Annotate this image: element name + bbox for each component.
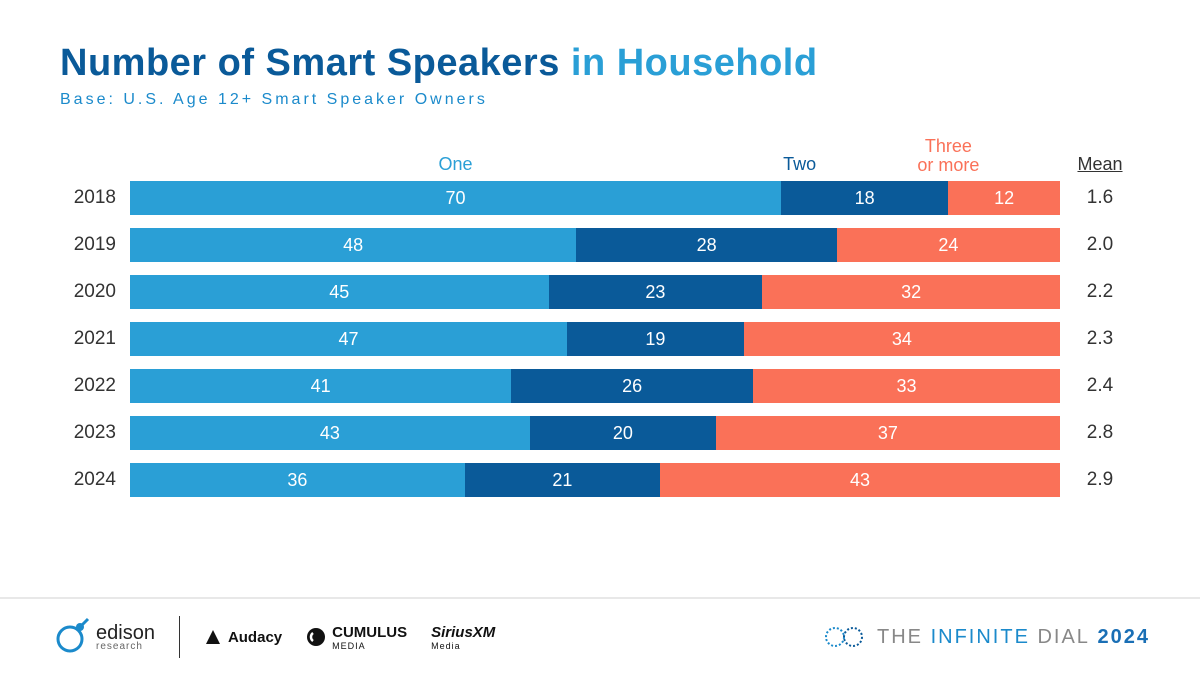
bar-segment-three: 24 xyxy=(837,228,1060,262)
footer-divider xyxy=(179,616,180,658)
bar-segment-two: 21 xyxy=(465,463,660,497)
bar-segment-three: 33 xyxy=(753,369,1060,403)
chart-subtitle: Base: U.S. Age 12+ Smart Speaker Owners xyxy=(60,91,1140,109)
stacked-bar-chart: One Two Three or more Mean 20187018121.6… xyxy=(60,137,1140,510)
bar-segment-two: 19 xyxy=(567,322,744,356)
stacked-bar: 482824 xyxy=(130,228,1060,262)
footer-left: edison research Audacy CUMULUS MEDIA Sir… xyxy=(50,616,495,658)
bar-segment-one: 43 xyxy=(130,416,530,450)
bar-segment-three: 34 xyxy=(744,322,1060,356)
bar-segment-three: 12 xyxy=(948,181,1060,215)
cumulus-name: CUMULUS xyxy=(332,624,407,641)
edison-logo-text: edison research xyxy=(96,624,155,651)
legend-three: Three or more xyxy=(917,137,979,175)
legend-row: One Two Three or more Mean xyxy=(60,137,1140,177)
stacked-bar: 452332 xyxy=(130,275,1060,309)
mean-value: 2.0 xyxy=(1060,234,1140,256)
brand-the: THE xyxy=(877,626,931,648)
mean-value: 2.4 xyxy=(1060,375,1140,397)
chart-row: 20214719342.3 xyxy=(60,322,1140,356)
bar-segment-three: 32 xyxy=(762,275,1060,309)
edison-icon xyxy=(50,617,90,657)
stacked-bar: 701812 xyxy=(130,181,1060,215)
chart-title: Number of Smart Speakers in Household xyxy=(60,42,1140,85)
year-label: 2020 xyxy=(60,281,130,303)
bar-segment-two: 23 xyxy=(549,275,763,309)
legend-labels-area: One Two Three or more xyxy=(130,137,1060,177)
cumulus-logo: CUMULUS MEDIA xyxy=(306,624,407,651)
mean-value: 2.9 xyxy=(1060,469,1140,491)
siriusxm-sub: Media xyxy=(431,641,495,651)
bar-segment-one: 48 xyxy=(130,228,576,262)
edison-logo: edison research xyxy=(50,617,155,657)
stacked-bar: 412633 xyxy=(130,369,1060,403)
title-part-1: Number of Smart Speakers xyxy=(60,42,571,84)
chart-row: 20187018121.6 xyxy=(60,181,1140,215)
infinite-dial-icon xyxy=(823,623,867,651)
bar-segment-two: 26 xyxy=(511,369,753,403)
legend-one: One xyxy=(438,154,472,175)
year-label: 2021 xyxy=(60,328,130,350)
footer: edison research Audacy CUMULUS MEDIA Sir… xyxy=(0,597,1200,675)
year-label: 2018 xyxy=(60,187,130,209)
legend-two: Two xyxy=(783,154,816,175)
mean-value: 1.6 xyxy=(1060,187,1140,209)
bar-segment-three: 43 xyxy=(660,463,1060,497)
legend-mean: Mean xyxy=(1060,154,1140,177)
brand-name: INFINITE xyxy=(931,626,1038,648)
stacked-bar: 471934 xyxy=(130,322,1060,356)
title-part-2: in Household xyxy=(571,42,818,84)
year-label: 2019 xyxy=(60,234,130,256)
bar-segment-two: 28 xyxy=(576,228,836,262)
audacy-logo: Audacy xyxy=(204,628,282,646)
infinite-dial-text: THE INFINITE DIAL 2024 xyxy=(877,626,1150,649)
bar-segment-one: 45 xyxy=(130,275,549,309)
brand-year: 2024 xyxy=(1090,626,1150,648)
mean-value: 2.2 xyxy=(1060,281,1140,303)
bar-segment-three: 37 xyxy=(716,416,1060,450)
siriusxm-name: SiriusXM xyxy=(431,624,495,641)
year-label: 2024 xyxy=(60,469,130,491)
mean-value: 2.8 xyxy=(1060,422,1140,444)
siriusxm-logo: SiriusXM Media xyxy=(431,624,495,651)
stacked-bar: 362143 xyxy=(130,463,1060,497)
bar-segment-two: 18 xyxy=(781,181,948,215)
chart-row: 20204523322.2 xyxy=(60,275,1140,309)
chart-rows: 20187018121.620194828242.020204523322.22… xyxy=(60,181,1140,510)
bar-segment-one: 41 xyxy=(130,369,511,403)
audacy-name: Audacy xyxy=(228,629,282,646)
year-label: 2022 xyxy=(60,375,130,397)
bar-segment-two: 20 xyxy=(530,416,716,450)
mean-value: 2.3 xyxy=(1060,328,1140,350)
chart-row: 20194828242.0 xyxy=(60,228,1140,262)
bar-segment-one: 70 xyxy=(130,181,781,215)
year-label: 2023 xyxy=(60,422,130,444)
bar-segment-one: 47 xyxy=(130,322,567,356)
cumulus-sub: MEDIA xyxy=(332,641,407,651)
stacked-bar: 432037 xyxy=(130,416,1060,450)
chart-row: 20234320372.8 xyxy=(60,416,1140,450)
brand-dial: DIAL xyxy=(1037,626,1089,648)
chart-row: 20224126332.4 xyxy=(60,369,1140,403)
chart-row: 20243621432.9 xyxy=(60,463,1140,497)
infinite-dial-brand: THE INFINITE DIAL 2024 xyxy=(823,623,1150,651)
bar-segment-one: 36 xyxy=(130,463,465,497)
